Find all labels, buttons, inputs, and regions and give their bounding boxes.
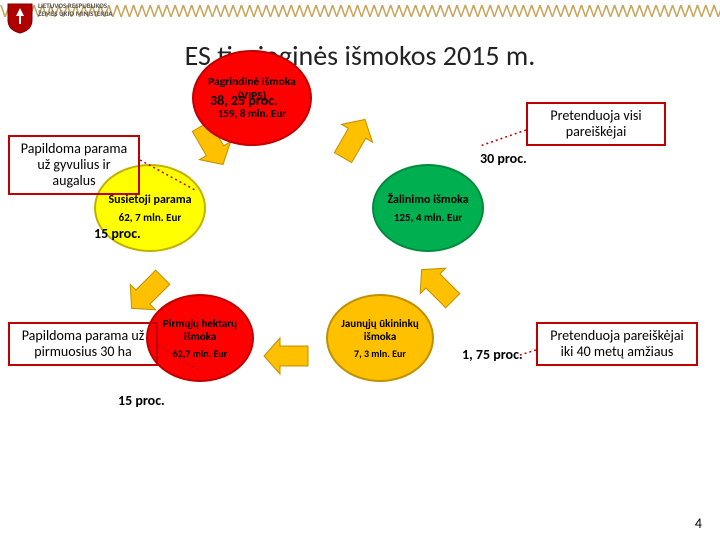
callout-c2: Papildoma parama už pirmuosius 30 ha: [8, 322, 158, 366]
ministry-name: LIETUVOS RESPUBLIKOS ŽEMĖS ŪKIO MINISTER…: [38, 2, 113, 18]
callout-c1: Papildoma parama už gyvulius ir augalus: [8, 135, 140, 195]
cycle-arrow-3: [264, 338, 308, 374]
percent-p_green: 30 proc.: [480, 150, 527, 167]
cycle-arrow-1: [327, 110, 380, 166]
ministry-logo: LIETUVOS RESPUBLIKOS ŽEMĖS ŪKIO MINISTER…: [6, 2, 113, 34]
node-value: 62, 7 mln. Eur: [119, 211, 182, 224]
node-green: Žalinimo išmoka 125, 4 mln. Eur: [372, 164, 484, 252]
node-value: 62,7 mln. Eur: [173, 347, 228, 360]
percent-p_main: 38, 25 proc.: [210, 92, 278, 109]
node-first: Pirmųjų hektarų išmoka 62,7 mln. Eur: [146, 294, 254, 382]
percent-p_first: 15 proc.: [118, 392, 165, 409]
payments-cycle-diagram: Pagrindinė išmoka (VIPS)159, 8 mln. EurS…: [0, 90, 720, 510]
page-number: 4: [695, 515, 702, 532]
node-young: Jaunųjų ūkininkų išmoka 7, 3 mln. Eur: [326, 294, 434, 382]
callout-c4: Pretenduoja pareiškėjai iki 40 metų amži…: [536, 322, 698, 366]
cycle-arrow-2: [409, 257, 466, 314]
node-title: Pirmųjų hektarų išmoka: [148, 317, 252, 343]
node-title: Žalinimo išmoka: [381, 193, 474, 207]
node-value: 7, 3 mln. Eur: [354, 347, 406, 360]
node-title: Jaunųjų ūkininkų išmoka: [328, 317, 432, 343]
callout-c3: Pretenduoja visi pareiškėjai: [526, 102, 666, 146]
node-value: 125, 4 mln. Eur: [394, 211, 462, 224]
page-title: ES tiesioginės išmokos 2015 m.: [0, 38, 720, 73]
percent-p_linked: 15 proc.: [94, 225, 141, 242]
percent-p_young: 1, 75 proc.: [462, 346, 523, 363]
coat-of-arms-icon: [6, 2, 34, 34]
